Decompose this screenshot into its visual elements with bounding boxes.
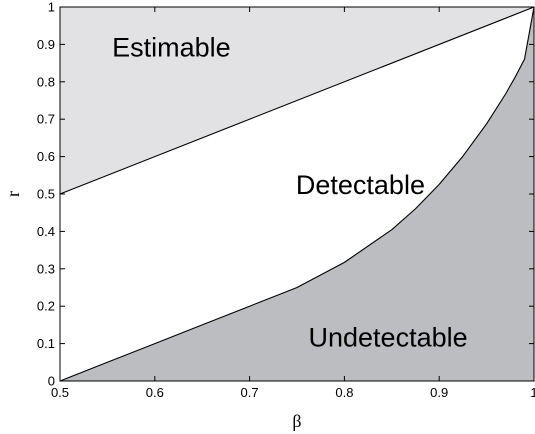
y-tick-label: 0.2 <box>37 299 55 314</box>
y-tick-label: 0.4 <box>37 224 55 239</box>
y-tick-label: 0.1 <box>37 336 55 351</box>
estimable-label: Estimable <box>112 32 231 62</box>
x-tick-label: 0.8 <box>335 385 353 400</box>
boundary-lines-layer <box>59 6 535 382</box>
y-tick-label: 1 <box>48 0 55 15</box>
y-tick-label: 0.9 <box>37 37 55 52</box>
y-tick-label: 0.7 <box>37 112 55 127</box>
x-tick-label: 0.5 <box>51 385 69 400</box>
estimation-boundary-line <box>59 6 535 195</box>
x-tick-label: 0.9 <box>430 385 448 400</box>
y-tick-label: 0.6 <box>37 149 55 164</box>
region-labels-layer: Estimable Detectable Undetectable <box>112 32 468 352</box>
y-tick-label: 0.8 <box>37 74 55 89</box>
x-axis-label: β <box>292 411 301 431</box>
y-axis-label: r <box>3 191 23 197</box>
undetectable-region <box>60 7 534 381</box>
detectable-label: Detectable <box>296 170 425 200</box>
detectable-region <box>60 7 534 381</box>
y-tick-label: 0.3 <box>37 261 55 276</box>
x-tick-label: 0.6 <box>146 385 164 400</box>
undetectable-label: Undetectable <box>309 323 468 353</box>
x-tick-label: 0.7 <box>241 385 259 400</box>
y-tick-label: 0.5 <box>37 187 55 202</box>
x-tick-label: 1 <box>530 385 535 400</box>
detection-boundary-line <box>59 6 535 382</box>
y-tick-label: 0 <box>48 374 55 389</box>
ticks-layer: 0.5 0.6 0.7 0.8 0.9 1 0 0.1 0.2 0.3 0.4 0.5 0.6 0.7 0.… <box>37 0 535 400</box>
